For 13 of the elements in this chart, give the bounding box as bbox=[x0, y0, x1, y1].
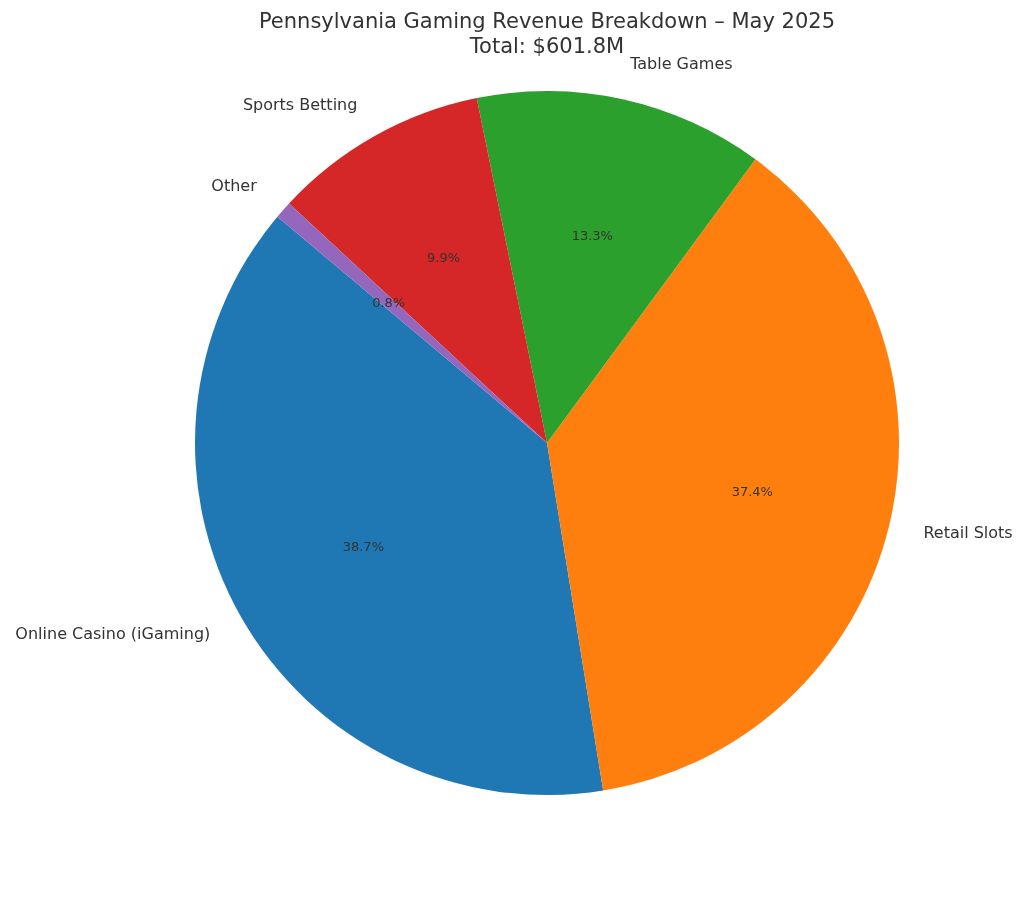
chart-subtitle: Total: $601.8M bbox=[468, 34, 625, 58]
data-label: 9.9% bbox=[427, 250, 461, 266]
data-label: 38.7% bbox=[342, 538, 384, 554]
data-label: 37.4% bbox=[731, 484, 773, 500]
slice-label: Other bbox=[211, 176, 258, 196]
data-label: 13.3% bbox=[571, 228, 613, 244]
slice-label: Retail Slots bbox=[923, 523, 1013, 543]
slice-label: Online Casino (iGaming) bbox=[15, 623, 211, 643]
pie-slice bbox=[547, 159, 899, 791]
slice-label: Sports Betting bbox=[242, 94, 358, 114]
chart-title: Pennsylvania Gaming Revenue Breakdown – May 2025 bbox=[258, 9, 836, 33]
pie-slice bbox=[476, 91, 756, 443]
slice-label: Table Games bbox=[629, 54, 733, 74]
